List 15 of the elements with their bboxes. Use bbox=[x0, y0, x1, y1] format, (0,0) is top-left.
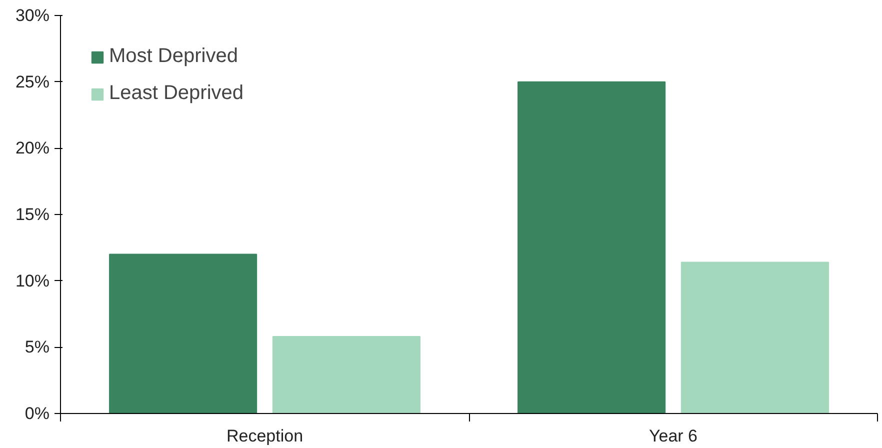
x-tick-label: Year 6 bbox=[648, 426, 698, 446]
x-tick-label: Reception bbox=[226, 426, 304, 446]
y-tick-label: 10% bbox=[15, 271, 50, 290]
bar bbox=[680, 262, 829, 414]
y-tick-label: 15% bbox=[15, 205, 50, 224]
bar bbox=[109, 254, 258, 414]
legend-label: Least Deprived bbox=[109, 82, 244, 105]
legend-label: Most Deprived bbox=[109, 45, 238, 68]
y-tick-label: 25% bbox=[15, 72, 50, 92]
y-tick-label: 0% bbox=[24, 404, 50, 423]
y-tick-label: 30% bbox=[15, 6, 50, 25]
y-tick-label: 5% bbox=[24, 338, 50, 357]
y-tick-label: 20% bbox=[15, 138, 50, 158]
bar bbox=[518, 81, 666, 414]
bar bbox=[272, 336, 420, 414]
